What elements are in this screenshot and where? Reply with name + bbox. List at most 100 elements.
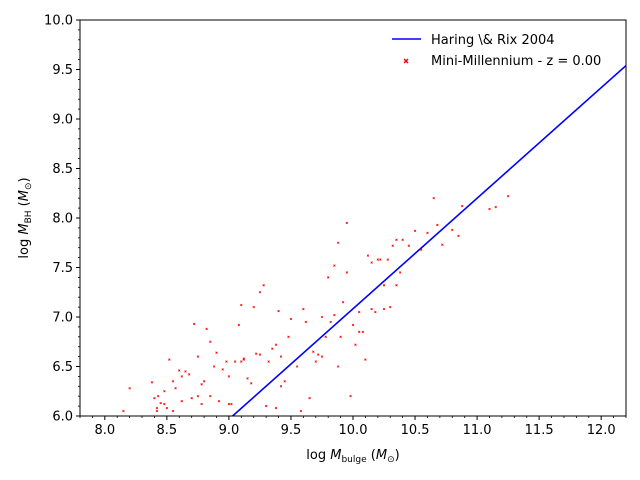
y-tick-label: 9.5: [52, 63, 73, 78]
scatter-point: [209, 395, 212, 398]
scatter-point: [324, 335, 327, 338]
scatter-point: [200, 402, 203, 406]
scatter-point: [205, 327, 208, 331]
scatter-point: [279, 355, 283, 358]
scatter-point: [262, 284, 265, 287]
scatter-point: [252, 305, 255, 309]
scatter-point: [336, 365, 340, 368]
scatter-point: [178, 369, 181, 372]
ticks-layer: 8.0 8.5 9.0 9.5 10.0 10.5 11.0 11.5 12.0 6.0 6.5 7.…: [44, 14, 627, 438]
scatter-point: [180, 399, 183, 403]
scatter-point: [264, 404, 268, 408]
scatter-point: [320, 355, 324, 358]
scatter-point: [295, 365, 299, 368]
scatter-point: [370, 261, 373, 264]
series-layer: [122, 64, 626, 416]
scatter-point: [287, 335, 290, 338]
scatter-point: [174, 387, 177, 390]
y-tick-label: 7.0: [52, 311, 73, 326]
scatter-point: [221, 368, 224, 371]
scatter-point: [358, 330, 361, 334]
scatter-point: [255, 352, 258, 355]
scatter-point: [366, 254, 370, 257]
scatter-point: [233, 360, 237, 363]
scatter-point: [457, 234, 460, 238]
scatter-point: [333, 264, 336, 267]
scatter-point: [168, 358, 171, 361]
scatter-point: [258, 353, 262, 356]
scatter-point: [389, 305, 392, 309]
scatter-point: [413, 229, 417, 233]
scatter-point: [333, 313, 336, 317]
scatter-point: [258, 291, 262, 294]
scatter-point: [336, 241, 340, 244]
y-tick-label: 10.0: [44, 14, 73, 29]
scatter-point: [345, 271, 348, 274]
scatter-point: [227, 402, 231, 406]
scatter-point: [314, 360, 317, 363]
scatter-point: [215, 351, 218, 354]
scatter-point: [153, 396, 156, 400]
y-tick-label: 8.5: [52, 162, 73, 177]
scatter-point: [302, 307, 305, 311]
scatter-point: [200, 383, 203, 386]
scatter-point: [237, 323, 241, 327]
series-line-haring-rix: [232, 64, 626, 416]
scatter-point: [320, 315, 324, 319]
x-tick-label: 8.5: [157, 423, 178, 438]
x-tick-label: 11.5: [525, 423, 554, 438]
scatter-point: [190, 396, 193, 400]
scatter-point: [230, 402, 233, 406]
scatter-point: [165, 406, 169, 410]
scatter-point: [317, 353, 320, 356]
x-axis-label: log Mbulge (M⊙): [306, 448, 399, 465]
scatter-point: [246, 377, 249, 380]
scatter-point: [341, 300, 345, 304]
y-tick-label: 8.0: [52, 212, 73, 227]
scatter-point: [488, 207, 491, 211]
scatter-point: [401, 238, 404, 241]
y-tick-label: 6.0: [52, 410, 73, 425]
scatter-point: [339, 335, 342, 338]
scatter-point: [407, 244, 411, 247]
scatter-point: [451, 228, 454, 232]
scatter-point: [382, 284, 386, 287]
scatter-point: [202, 380, 206, 383]
scatter-point: [506, 195, 510, 198]
scatter-point: [441, 243, 444, 246]
scatter-point: [128, 387, 131, 390]
scatter-point: [171, 380, 175, 383]
scatter-point: [432, 197, 435, 200]
scatter-point: [312, 350, 315, 353]
scatter-point: [196, 395, 200, 398]
scatter-point: [240, 360, 243, 363]
scatter-point: [212, 365, 216, 368]
scatter-point: [274, 343, 278, 346]
scatter-point: [354, 343, 357, 346]
x-tick-label: 11.0: [463, 423, 492, 438]
x-tick-label: 10.0: [339, 423, 368, 438]
scatter-point: [271, 347, 274, 350]
scatter-point: [351, 323, 355, 327]
scatter-point: [156, 395, 160, 398]
legend-label-mini-millennium: Mini-Millennium - z = 0.00: [431, 54, 601, 69]
scatter-point: [180, 375, 183, 378]
scatter-point: [349, 395, 352, 398]
scatter-point: [326, 276, 330, 279]
scatter-point: [420, 248, 423, 251]
scatter-point: [289, 317, 293, 321]
scatter-point: [122, 409, 125, 413]
scatter-point: [391, 244, 394, 247]
scatter-point: [398, 271, 402, 274]
x-tick-label: 9.5: [281, 423, 302, 438]
scatter-point: [379, 258, 382, 261]
x-tick-label: 10.5: [401, 423, 430, 438]
scatter-point: [358, 310, 361, 314]
scatter-point: [345, 221, 348, 225]
scatter-point: [274, 406, 278, 410]
scatter-point: [163, 402, 166, 406]
scatter-point: [426, 231, 429, 235]
scatter-point: [461, 204, 464, 208]
